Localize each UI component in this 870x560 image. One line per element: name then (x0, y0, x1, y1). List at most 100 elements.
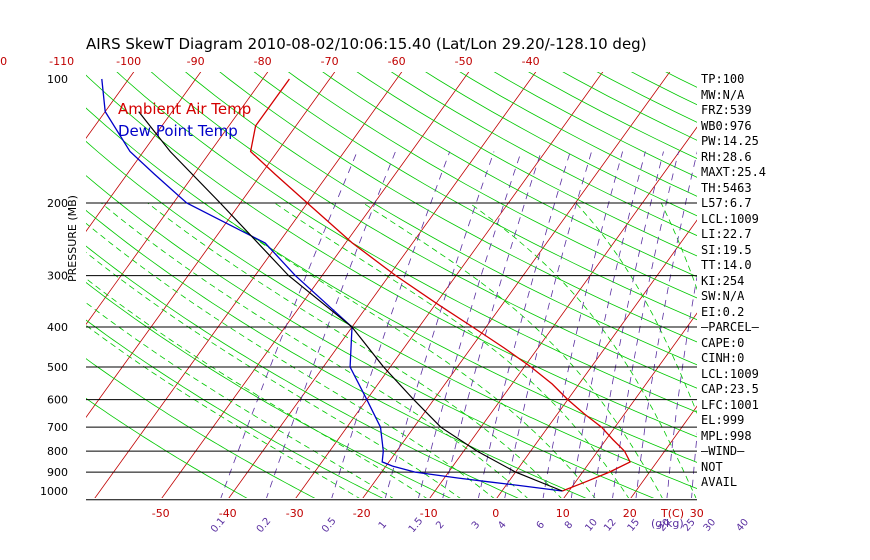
index-item: TT:14.0 (701, 258, 752, 272)
parcel-line (138, 111, 563, 492)
top-temp-tick: -120 (0, 55, 7, 68)
index-item: CAPE:0 (701, 335, 745, 350)
index-item: SW:N/A (701, 289, 745, 303)
index-item: MAXT:25.4 (701, 165, 767, 179)
mixing-ratio-tick: 8 (563, 519, 576, 531)
dry-adiabat-line (86, 140, 697, 490)
dry-adiabat-line (322, 72, 697, 278)
chart-title: AIRS SkewT Diagram 2010-08-02/10:06:15.4… (86, 35, 647, 53)
dry-adiabat-line (86, 209, 587, 498)
pressure-tick-400: 400 (47, 321, 68, 334)
bottom-temp-unit: T(C) (660, 507, 684, 520)
isotherm-line (86, 72, 336, 419)
isotherm-line (563, 312, 697, 498)
dry-adiabat-line (459, 72, 697, 197)
sounding-curves (101, 78, 631, 492)
moist-adiabat-line (274, 202, 630, 498)
mixing-ratio-tick: 0.2 (255, 516, 274, 535)
pressure-tick-900: 900 (47, 466, 68, 479)
index-item: CAP:23.5 (701, 382, 759, 396)
index-item: EI:0.2 (701, 304, 745, 319)
isotherm-line (86, 72, 269, 326)
pressure-tick-100: 100 (47, 73, 68, 86)
mixing-ratio-tick: 12 (602, 517, 619, 534)
isotherm-line (86, 72, 135, 139)
pressure-tick-300: 300 (47, 270, 68, 283)
isotherm-line (764, 39, 870, 500)
mixing-ratio-line (504, 151, 592, 498)
index-item: NOT (701, 459, 723, 474)
legend-dew-point-temp: Dew Point Temp (118, 122, 238, 140)
index-item: RH:28.6 (701, 149, 752, 164)
top-temp-tick: -40 (522, 55, 540, 68)
index-item: TP:100 (701, 72, 745, 86)
index-item: LFC:1001 (701, 397, 759, 412)
index-item: SI:19.5 (701, 242, 752, 257)
moist-adiabat-line (100, 202, 528, 498)
pressure-tick-600: 600 (47, 394, 68, 407)
mixing-ratio-tick: 6 (535, 519, 548, 531)
mixing-ratio-line (384, 151, 495, 498)
index-item: FRZ:539 (701, 103, 752, 117)
isotherm-line (228, 72, 537, 498)
index-item: MW:N/A (701, 87, 745, 102)
top-temp-tick: -110 (49, 55, 74, 68)
dry-adiabat-line (86, 397, 248, 498)
isotherm-line (630, 405, 697, 498)
bottom-temp-tick: -10 (420, 507, 438, 520)
bottom-temp-tick: 30 (690, 507, 704, 520)
top-temp-tick: -90 (187, 55, 205, 68)
dry-adiabat-line (356, 72, 697, 257)
mixing-ratio-line (220, 151, 358, 498)
pressure-tick-800: 800 (47, 445, 68, 458)
moist-adiabat-line (86, 302, 394, 498)
index-item: –PARCEL– (701, 320, 759, 334)
index-item: TH:5463 (701, 180, 752, 195)
pressure-lines (86, 202, 697, 501)
sounding-indices-list: TP:100 MW:N/A FRZ:539 WB0:976 PW:14.25 RH:28.… (701, 72, 766, 491)
pressure-tick-500: 500 (47, 361, 68, 374)
bottom-temp-tick: 10 (556, 507, 570, 520)
bottom-temp-tick: 20 (623, 507, 637, 520)
dry-adiabat-line (86, 319, 383, 498)
index-item: LCL:1009 (701, 211, 759, 226)
top-temp-tick: -80 (254, 55, 272, 68)
isotherm-line (86, 72, 202, 232)
index-item: EL:999 (701, 413, 745, 427)
pressure-tick-700: 700 (47, 421, 68, 434)
dry-adiabat-line (219, 72, 697, 343)
ambient-air-temp-line (249, 78, 631, 492)
dry-adiabat-line (528, 72, 697, 160)
dry-adiabat-line (86, 245, 519, 498)
mixing-ratio-tick: 40 (734, 517, 751, 534)
top-temp-tick: -60 (388, 55, 406, 68)
y-axis-label: PRESSURE (MB) (66, 195, 79, 282)
isotherm-line (831, 39, 870, 500)
dry-adiabat-line (668, 39, 870, 500)
isotherm-line (295, 72, 604, 498)
moist-adiabat-line (147, 202, 562, 498)
isotherm-line (0, 39, 23, 500)
dry-adiabat-line (390, 72, 697, 237)
index-item: AVAIL (701, 475, 738, 489)
bottom-temp-tick: -30 (286, 507, 304, 520)
moist-adiabat-line (86, 222, 495, 498)
mixing-ratio-unit: (g/kg) (651, 517, 684, 530)
dry-adiabat-line (86, 282, 451, 498)
dry-adiabat-line (150, 72, 697, 389)
isotherm-line (429, 126, 697, 498)
index-item: L57:6.7 (701, 196, 752, 210)
mixing-ratio-tick: 1 (377, 519, 390, 531)
pressure-tick-1000: 1000 (40, 485, 68, 498)
dry-adiabat-line (185, 72, 697, 366)
top-temp-tick: -50 (455, 55, 473, 68)
dew-point-temp-line (101, 78, 563, 492)
mixing-ratio-line (612, 151, 679, 498)
isotherm-line (362, 72, 671, 498)
mixing-ratio-tick: 30 (702, 517, 719, 534)
mixing-ratio-tick: 4 (496, 519, 509, 531)
isotherm-line (496, 219, 697, 498)
dry-adiabat-line (86, 358, 316, 498)
isotherm-line (161, 72, 470, 498)
